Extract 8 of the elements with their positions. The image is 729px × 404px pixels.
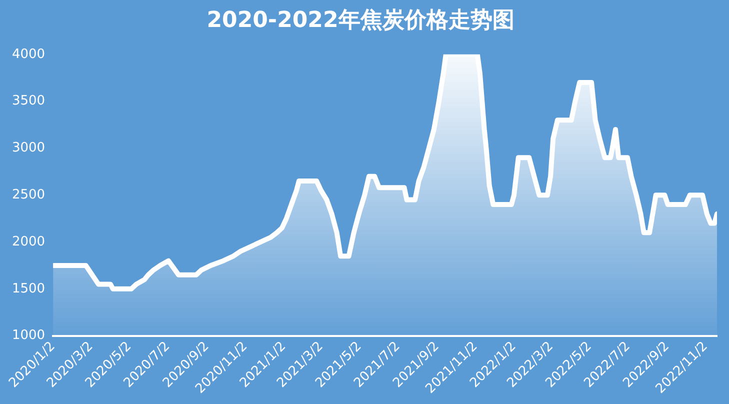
y-tick-label: 1000 (12, 328, 46, 344)
y-tick-label: 2500 (12, 187, 46, 202)
chart-title: 2020-2022年焦炭价格走势图 (206, 8, 514, 33)
y-tick-label: 3500 (12, 94, 46, 109)
y-tick-label: 1500 (12, 281, 46, 296)
y-tick-label: 2000 (12, 234, 46, 250)
y-tick-label: 3000 (12, 140, 46, 156)
y-tick-label: 4000 (12, 46, 46, 62)
